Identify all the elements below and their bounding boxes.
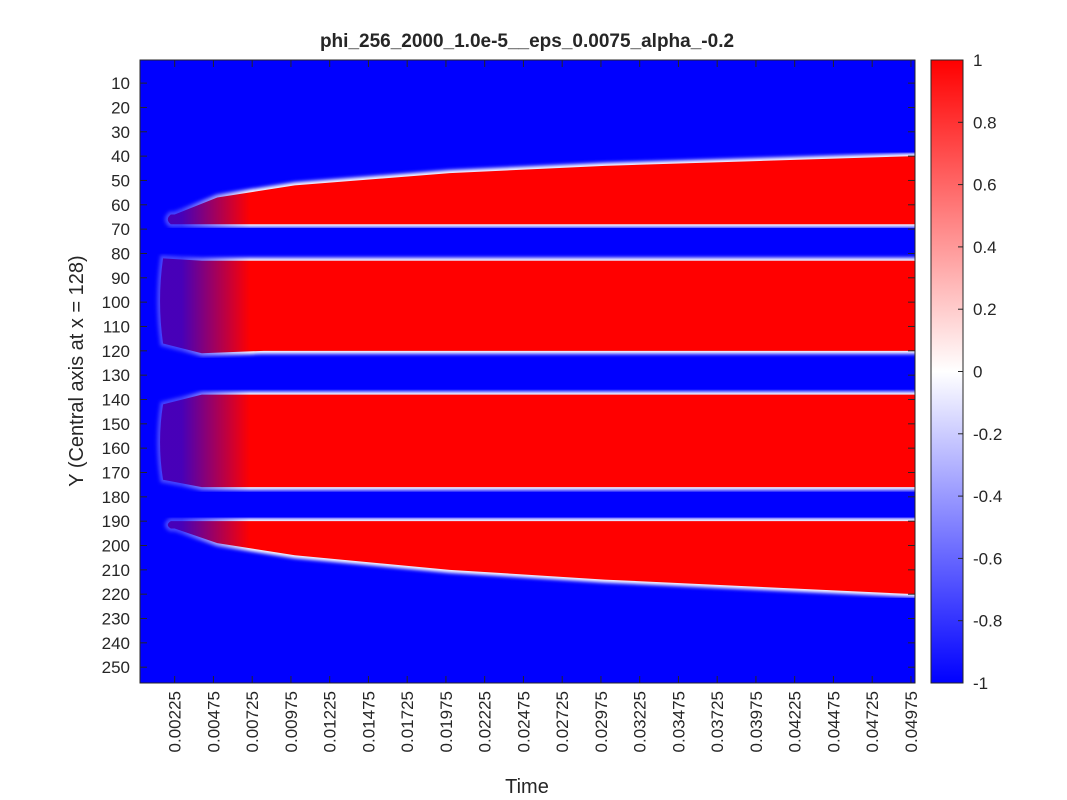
x-tick-label: 0.02475: [514, 691, 533, 752]
colorbar-gradient: [931, 60, 963, 683]
y-tick-label: 190: [102, 512, 130, 531]
colorbar-tick-label: -0.2: [973, 425, 1002, 444]
initial-transient-fade: [140, 60, 250, 683]
colorbar: 1 0.8 0.6 0.4 0.2 0 -0.2 -0.4 -0.6 -0.8 -1: [930, 51, 1002, 693]
y-axis-label: Y (Central axis at x = 128): [66, 255, 88, 486]
x-tick-label: 0.03475: [669, 691, 688, 752]
x-tick-label: 0.04475: [824, 691, 843, 752]
y-tick-label: 180: [102, 488, 130, 507]
y-tick-label: 220: [102, 585, 130, 604]
chart-title: phi_256_2000_1.0e-5__eps_0.0075_alpha_-0…: [320, 31, 734, 52]
y-axis: 10 20 30 40 50 60 70 80 90 100 110 120 130 140 150 160 1…: [102, 74, 915, 677]
y-tick-label: 230: [102, 610, 130, 629]
x-tick-label: 0.01225: [321, 691, 340, 752]
x-tick-label: 0.02725: [553, 691, 572, 752]
y-tick-label: 160: [102, 439, 130, 458]
x-tick-label: 0.00475: [204, 691, 223, 752]
y-tick-label: 80: [111, 244, 130, 263]
plot-frame: [139, 59, 916, 684]
y-tick-label: 250: [102, 658, 130, 677]
colorbar-tick-label: 0.6: [973, 176, 997, 195]
colorbar-tick-label: 0.2: [973, 300, 997, 319]
y-tick-label: 30: [111, 123, 130, 142]
y-tick-label: 140: [102, 390, 130, 409]
x-axis-label: Time: [505, 776, 549, 798]
colorbar-tick-label: -0.4: [973, 487, 1002, 506]
colorbar-ticks: 1 0.8 0.6 0.4 0.2 0 -0.2 -0.4 -0.6 -0.8 -1: [958, 51, 1002, 693]
x-tick-label: 0.04975: [902, 691, 921, 752]
x-tick-label: 0.03725: [708, 691, 727, 752]
y-tick-label: 210: [102, 561, 130, 580]
y-tick-label: 40: [111, 147, 130, 166]
colorbar-tick-label: -1: [973, 674, 988, 693]
band-4: [167, 521, 915, 595]
y-tick-label: 150: [102, 415, 130, 434]
y-tick-label: 120: [102, 342, 130, 361]
y-tick-label: 60: [111, 196, 130, 215]
x-tick-label: 0.00725: [243, 691, 262, 752]
plot-area: [140, 60, 915, 683]
x-tick-label: 0.02975: [592, 691, 611, 752]
x-tick-label: 0.04725: [863, 691, 882, 752]
colorbar-tick-label: 1: [973, 51, 982, 70]
band-1: [167, 156, 915, 225]
colorbar-tick-label: 0.4: [973, 238, 997, 257]
y-tick-label: 240: [102, 634, 130, 653]
colorbar-tick-label: 0.8: [973, 113, 997, 132]
x-tick-label: 0.01975: [437, 691, 456, 752]
colorbar-tick-label: -0.6: [973, 549, 1002, 568]
band-3: [160, 394, 915, 488]
colorbar-tick-label: -0.8: [973, 612, 1002, 631]
y-tick-label: 130: [102, 366, 130, 385]
colorbar-tick-label: 0: [973, 363, 982, 382]
x-tick-label: 0.00225: [166, 691, 185, 752]
y-tick-label: 20: [111, 98, 130, 117]
y-tick-label: 50: [111, 171, 130, 190]
y-tick-label: 200: [102, 537, 130, 556]
y-tick-label: 70: [111, 220, 130, 239]
x-tick-label: 0.02225: [476, 691, 495, 752]
x-tick-label: 0.03225: [631, 691, 650, 752]
band-2: [160, 258, 915, 354]
x-tick-label: 0.01475: [359, 691, 378, 752]
x-tick-label: 0.04225: [786, 691, 805, 752]
y-tick-label: 170: [102, 463, 130, 482]
y-tick-label: 90: [111, 269, 130, 288]
y-tick-label: 110: [103, 317, 130, 336]
y-tick-label: 100: [102, 293, 130, 312]
x-tick-label: 0.00975: [282, 691, 301, 752]
x-axis: 0.00225 0.00475 0.00725 0.00975 0.01225 0.014…: [166, 60, 921, 752]
y-tick-label: 10: [111, 74, 130, 93]
x-tick-label: 0.01725: [398, 691, 417, 752]
x-tick-label: 0.03975: [747, 691, 766, 752]
